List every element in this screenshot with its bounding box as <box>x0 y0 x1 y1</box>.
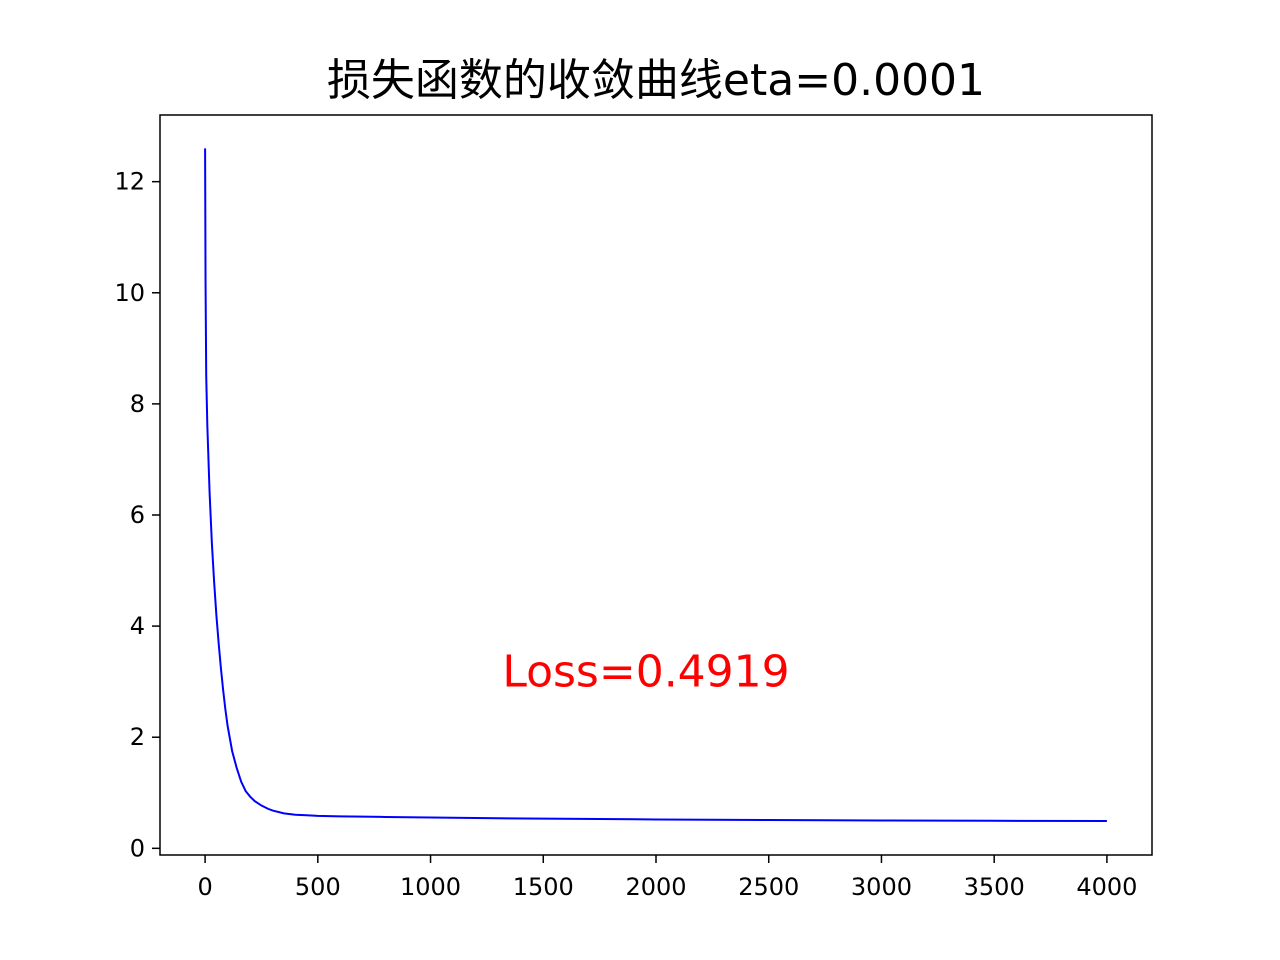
y-tick-label: 12 <box>114 168 145 196</box>
y-tick-label: 6 <box>130 501 145 529</box>
y-tick-label: 8 <box>130 390 145 418</box>
x-axis-ticks: 0 500 1000 1500 2000 2500 3000 3500 4000 <box>197 855 1137 901</box>
x-tick-label: 2000 <box>625 873 686 901</box>
y-axis-ticks: 0 2 4 6 8 10 12 <box>114 168 160 862</box>
plot-frame <box>159 114 1153 856</box>
chart-title: 损失函数的收敛曲线eta=0.0001 <box>327 55 985 106</box>
x-tick-label: 2500 <box>738 873 799 901</box>
y-tick-label: 10 <box>114 279 145 307</box>
x-tick-label: 1000 <box>400 873 461 901</box>
annotation-layer: Loss=0.4919 <box>502 647 789 698</box>
loss-annotation: Loss=0.4919 <box>502 647 789 698</box>
x-tick-label: 0 <box>197 873 212 901</box>
y-tick-label: 4 <box>130 612 145 640</box>
x-tick-label: 1500 <box>513 873 574 901</box>
series-layer <box>204 148 1107 823</box>
y-tick-label: 2 <box>130 723 145 751</box>
x-tick-label: 3500 <box>964 873 1025 901</box>
x-tick-label: 4000 <box>1076 873 1137 901</box>
loss-series-line <box>204 148 1107 823</box>
y-tick-label: 0 <box>130 834 145 862</box>
x-tick-label: 3000 <box>851 873 912 901</box>
plot-area: 0 500 1000 1500 2000 2500 3000 3500 4000 0 2 4 6 8 10… <box>114 114 1153 901</box>
x-tick-label: 500 <box>295 873 341 901</box>
